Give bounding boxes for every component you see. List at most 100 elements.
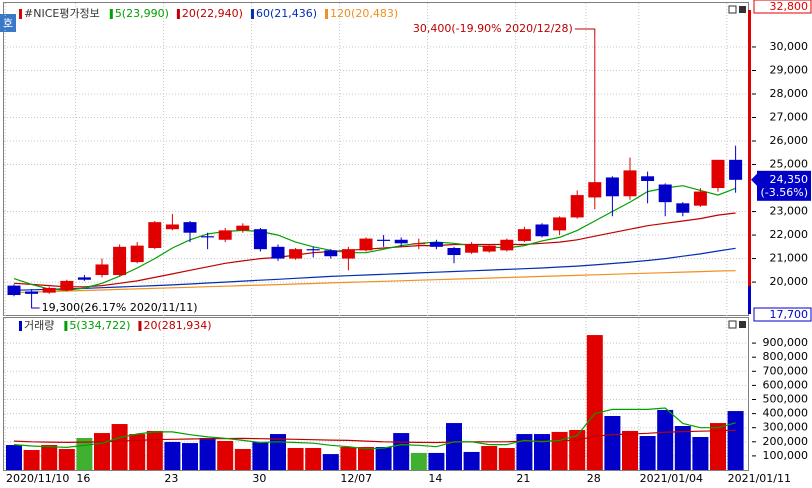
y-tick-label: 700,000	[763, 364, 809, 377]
volume-bar	[305, 448, 322, 470]
candle-body	[729, 159, 743, 180]
y-tick-label: 28,000	[770, 87, 809, 100]
x-tick-label: 2021/01/04	[640, 472, 703, 485]
panel-close-icon[interactable]	[739, 321, 746, 328]
current-price: 24,350	[770, 173, 809, 186]
y-tick-label: 600,000	[763, 378, 809, 391]
volume-bar	[358, 447, 374, 470]
candle-body	[711, 159, 725, 189]
volume-bar	[586, 335, 603, 470]
candle-body	[605, 177, 619, 197]
legend-swatch	[176, 9, 180, 19]
candle-body	[658, 184, 672, 203]
volume-bar	[375, 447, 392, 470]
candle-body	[341, 249, 355, 259]
x-tick-label: 28	[587, 472, 601, 485]
candle-body	[7, 285, 21, 296]
volume-bar	[516, 434, 533, 470]
mode-button-label[interactable]: 호	[3, 17, 13, 30]
volume-bar	[727, 411, 744, 470]
volume-bar	[146, 430, 163, 470]
current-change: (-3.56%)	[761, 186, 809, 199]
candle-body	[570, 195, 584, 218]
upper-limit-label: 32,800	[770, 0, 809, 13]
volume-bar	[340, 447, 357, 470]
legend-swatch	[64, 321, 68, 331]
volume-bar	[129, 434, 146, 470]
high-annotation: 30,400(-19.90% 2020/12/28)	[413, 22, 573, 35]
candle-body	[201, 236, 215, 238]
legend-title: 거래량	[24, 319, 54, 332]
volume-bar	[94, 433, 110, 470]
candle-body	[218, 230, 232, 240]
volume-bar	[270, 434, 286, 470]
mode-button[interactable]	[0, 14, 16, 32]
volume-bar	[234, 448, 251, 470]
limit-bar-up	[748, 10, 751, 286]
candle-body	[324, 250, 338, 257]
legend-swatch	[109, 9, 113, 19]
legend-entry: 20(281,934)	[143, 319, 211, 332]
x-tick-label: 2021/01/11	[728, 472, 791, 485]
volume-bar	[604, 415, 621, 470]
candle-body	[253, 229, 267, 250]
candle-body	[236, 225, 250, 231]
y-tick-label: 27,000	[770, 111, 809, 124]
y-tick-label: 500,000	[763, 392, 809, 405]
candle-body	[289, 249, 303, 259]
volume-bar	[199, 437, 216, 470]
volume-bar	[111, 424, 128, 470]
volume-bar	[58, 448, 75, 470]
panel-max-icon[interactable]	[728, 320, 737, 329]
y-tick-label: 22,000	[770, 228, 809, 241]
candle-body	[165, 224, 179, 230]
volume-bar	[551, 431, 568, 470]
y-tick-label: 400,000	[763, 407, 809, 420]
panel-max-icon[interactable]	[728, 5, 737, 14]
y-tick-label: 300,000	[763, 421, 809, 434]
candle-body	[429, 242, 443, 247]
ma-line	[13, 407, 736, 450]
legend-entry: 120(20,483)	[330, 7, 398, 20]
candle-body	[130, 245, 144, 263]
y-tick-label: 800,000	[763, 350, 809, 363]
volume-bar	[481, 446, 498, 470]
candle-body	[482, 245, 496, 252]
ma-line	[13, 185, 736, 291]
candle-body	[60, 280, 74, 291]
candle-body	[447, 247, 461, 256]
volume-bar	[393, 433, 410, 470]
volume-bar	[182, 443, 198, 470]
candle-body	[183, 222, 197, 233]
x-tick-label: 30	[252, 472, 266, 485]
panel-close-icon[interactable]	[739, 6, 746, 13]
legend-entry: 20(22,940)	[182, 7, 243, 20]
volume-bar	[217, 440, 234, 470]
candle-body	[394, 239, 408, 244]
ma-line	[13, 212, 736, 288]
volume-bar	[639, 436, 656, 470]
y-tick-label: 26,000	[770, 134, 809, 147]
x-tick-label: 23	[164, 472, 178, 485]
volume-bar	[252, 441, 269, 470]
volume-bar	[657, 409, 674, 470]
ma-line	[13, 429, 736, 444]
low-annotation: 19,300(26.17% 2020/11/11)	[42, 301, 198, 314]
candle-body	[412, 243, 426, 245]
candle-body	[377, 239, 391, 241]
volume-bar	[622, 430, 638, 470]
annotation-leader	[574, 28, 596, 38]
y-tick-label: 23,000	[770, 205, 809, 218]
y-tick-label: 20,000	[770, 275, 809, 288]
legend-entry: 60(21,436)	[256, 7, 317, 20]
x-tick-label: 21	[516, 472, 530, 485]
candle-body	[271, 246, 285, 259]
candle-body	[25, 291, 39, 294]
current-pointer	[751, 173, 757, 186]
candle-body	[77, 277, 91, 280]
volume-bar	[674, 426, 691, 470]
candle-body	[676, 203, 690, 213]
y-tick-label: 100,000	[763, 449, 809, 462]
y-tick-label: 200,000	[763, 435, 809, 448]
